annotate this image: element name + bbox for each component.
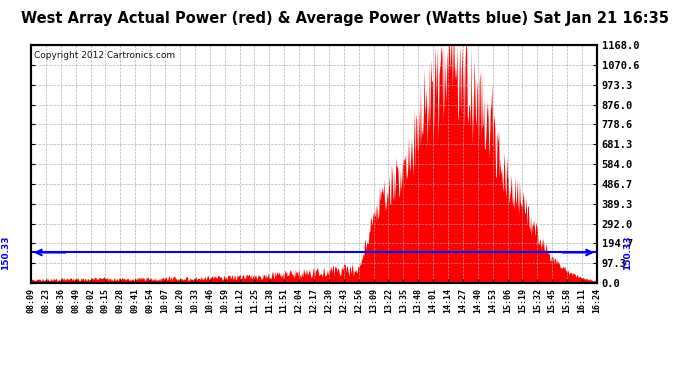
Text: 150.33: 150.33 [624, 235, 633, 270]
Text: 150.33: 150.33 [1, 235, 10, 270]
Text: West Array Actual Power (red) & Average Power (Watts blue) Sat Jan 21 16:35: West Array Actual Power (red) & Average … [21, 11, 669, 26]
Text: Copyright 2012 Cartronics.com: Copyright 2012 Cartronics.com [34, 51, 175, 60]
